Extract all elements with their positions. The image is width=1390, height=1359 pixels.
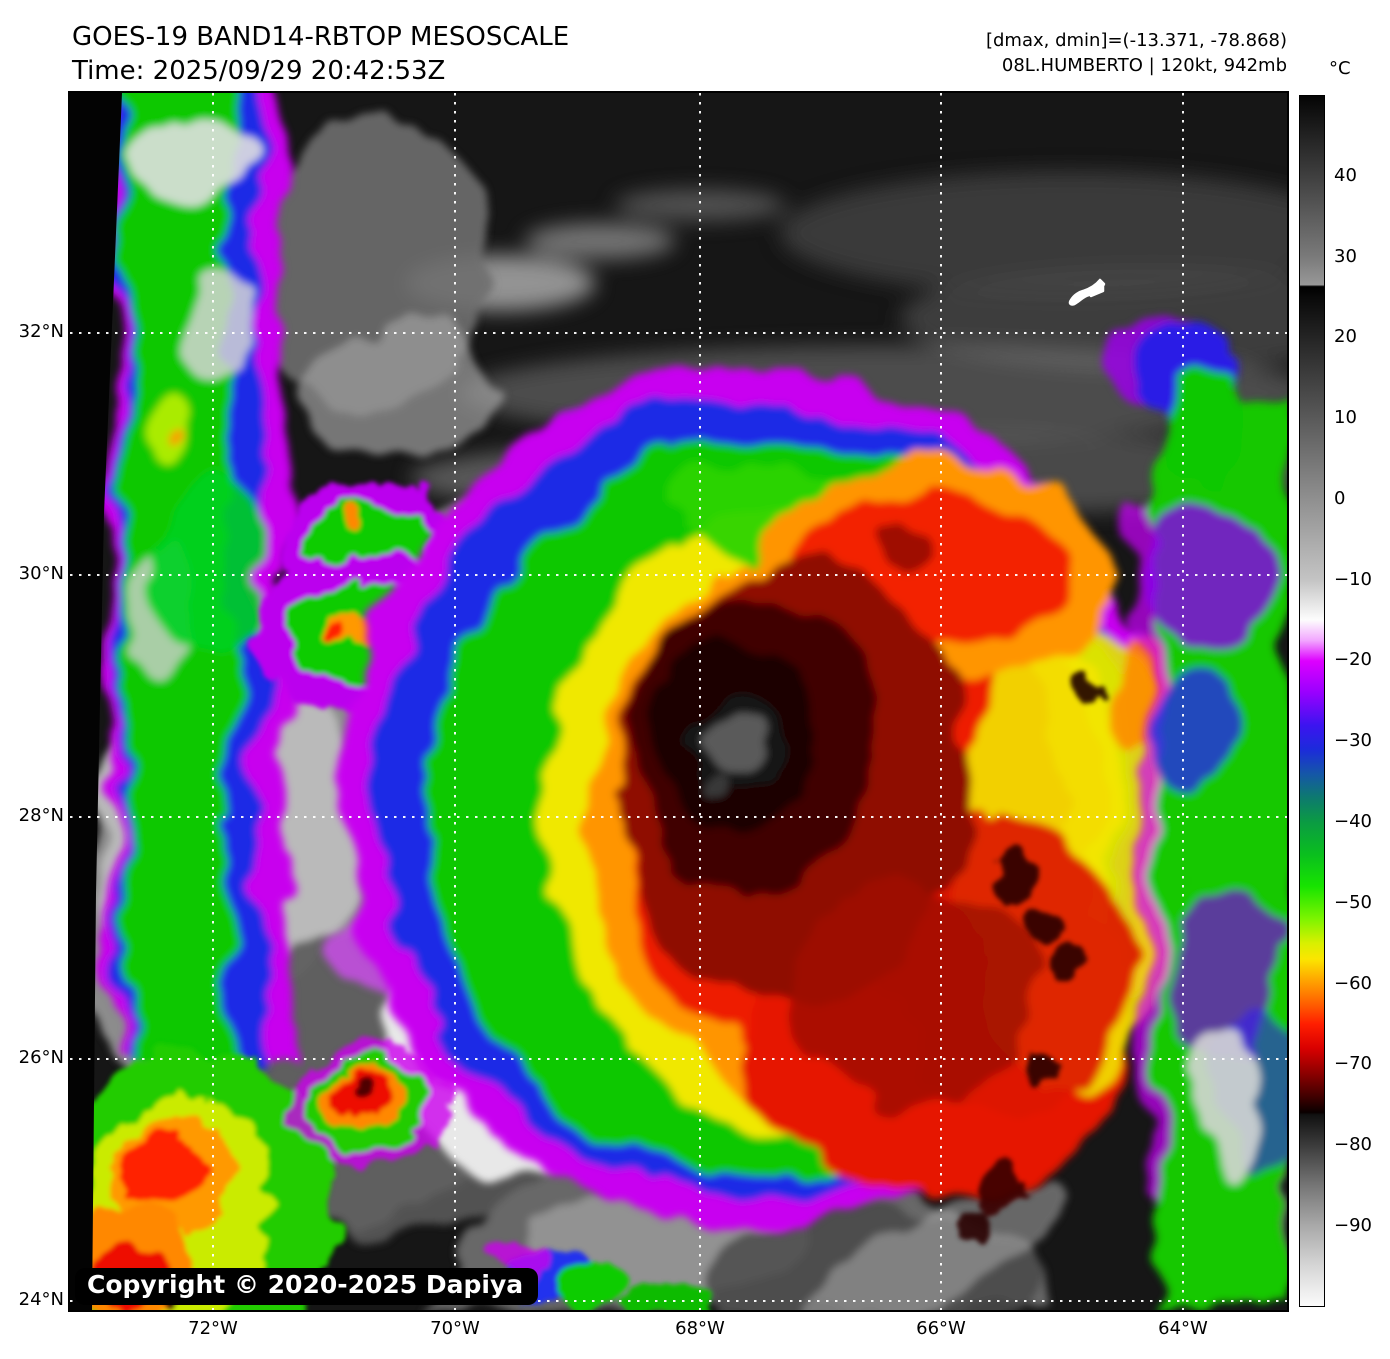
image-timestamp: Time: 2025/09/29 20:42:53Z (72, 56, 446, 86)
lon-label-66w: 66°W (916, 1318, 966, 1339)
lon-label-70w: 70°W (430, 1318, 480, 1339)
colorbar-tick: 0 (1334, 488, 1346, 509)
colorbar-tick: −40 (1334, 811, 1372, 832)
dmax-dmin-readout: [dmax, dmin]=(-13.371, -78.868) (985, 30, 1287, 51)
lat-label-30n: 30°N (18, 563, 64, 584)
lat-label-28n: 28°N (18, 805, 64, 826)
image-info-block: [dmax, dmin]=(-13.371, -78.868) 08L.HUMB… (986, 28, 1287, 78)
colorbar-tick: −30 (1334, 730, 1372, 751)
colorbar-tick: −20 (1334, 649, 1372, 670)
colorbar-tick: −70 (1334, 1053, 1372, 1074)
colorbar-tick: −60 (1334, 973, 1372, 994)
lat-label-26n: 26°N (18, 1047, 64, 1068)
copyright-badge: Copyright © 2020-2025 Dapiya (75, 1268, 539, 1305)
colorbar-tick: 30 (1334, 246, 1357, 267)
colorbar-tick: 40 (1334, 165, 1357, 186)
satellite-map-frame: Copyright © 2020-2025 Dapiya (68, 91, 1289, 1312)
page-title: GOES-19 BAND14-RBTOP MESOSCALE (72, 22, 570, 52)
colorbar-tick: 10 (1334, 407, 1357, 428)
satellite-image (70, 93, 1287, 1310)
storm-status-readout: 08L.HUMBERTO | 120kt, 942mb (1001, 55, 1287, 76)
lon-label-64w: 64°W (1158, 1318, 1208, 1339)
colorbar-unit-label: °C (1329, 58, 1351, 79)
east-spiral-band (1102, 310, 1287, 1310)
lon-label-72w: 72°W (188, 1318, 238, 1339)
hurricane-humberto (342, 366, 1178, 1230)
colorbar-tick: −50 (1334, 892, 1372, 913)
colorbar-tick: 20 (1334, 326, 1357, 347)
temperature-colorbar (1299, 95, 1325, 1307)
overshooting-tops (959, 675, 1105, 1244)
colorbar-tick: −80 (1334, 1134, 1372, 1155)
lat-label-32n: 32°N (18, 321, 64, 342)
colorbar-tick: −90 (1334, 1215, 1372, 1236)
colorbar-tick: −10 (1334, 569, 1372, 590)
bermuda-coastline (1068, 278, 1106, 306)
lat-label-24n: 24°N (18, 1289, 64, 1310)
west-convective-band (112, 93, 280, 1073)
scan-edge-black-wedge (70, 93, 122, 1310)
lon-label-68w: 68°W (675, 1318, 725, 1339)
